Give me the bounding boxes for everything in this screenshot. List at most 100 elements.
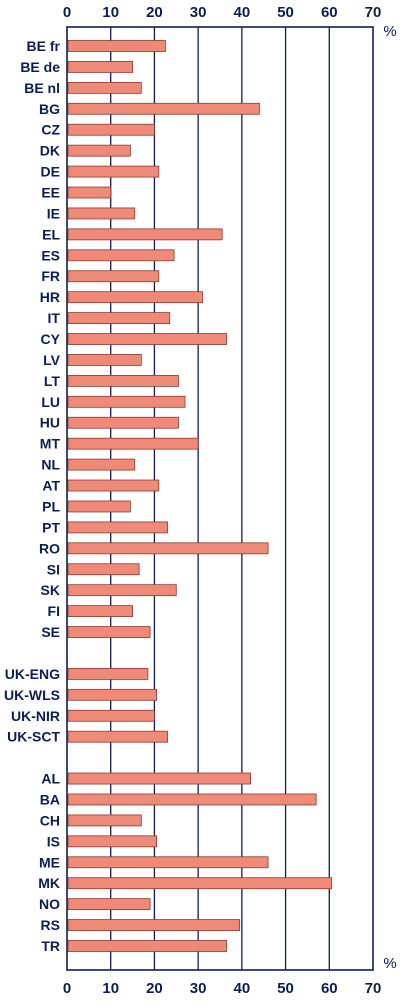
bar (67, 374, 179, 387)
bar (67, 898, 151, 911)
bar (67, 605, 133, 618)
x-tick-label-top: 10 (102, 4, 119, 21)
unit-label-bottom: % (383, 955, 396, 972)
bar (67, 814, 142, 827)
bar (67, 333, 227, 345)
category-label: SE (41, 624, 60, 640)
bar (67, 249, 175, 262)
x-tick-label-bottom: 0 (63, 980, 71, 997)
bar (67, 730, 168, 743)
category-label: BE nl (24, 80, 60, 96)
bar (67, 123, 155, 136)
bar (67, 102, 260, 115)
x-tick-label-bottom: 20 (146, 980, 163, 997)
category-label: UK-NIR (11, 708, 60, 724)
category-label: ME (39, 854, 60, 870)
category-label: SK (41, 582, 60, 598)
category-label: BE de (20, 59, 60, 75)
category-label: CH (40, 812, 60, 828)
bar (67, 772, 252, 785)
x-tick-label-top: 70 (365, 4, 382, 21)
category-label: AL (41, 771, 60, 787)
x-tick-label-bottom: 60 (321, 980, 338, 997)
category-label: NO (39, 896, 60, 912)
category-label: RS (41, 917, 60, 933)
category-label: NL (41, 457, 60, 473)
category-label: EE (41, 185, 60, 201)
bar (67, 270, 160, 283)
bar (67, 584, 177, 597)
category-label: DE (41, 164, 60, 180)
category-label: FI (48, 603, 60, 619)
x-tick-label-top: 0 (63, 4, 71, 21)
bar (67, 877, 332, 890)
x-tick-label-top: 40 (234, 4, 251, 21)
category-label: BA (40, 791, 60, 807)
x-tick-label-top: 20 (146, 4, 163, 21)
category-label: PT (42, 519, 60, 535)
category-label: MK (38, 875, 60, 891)
x-tick-label-top: 50 (277, 4, 294, 21)
bar (67, 500, 131, 513)
category-label: SI (47, 561, 60, 577)
bar (67, 479, 160, 492)
category-label: ES (41, 247, 60, 263)
category-label: UK-WLS (4, 687, 60, 703)
category-label: HR (40, 289, 60, 305)
category-label: RO (39, 540, 60, 556)
category-label: BG (39, 101, 60, 117)
bar (67, 688, 158, 701)
category-label: IE (47, 205, 60, 221)
bar (67, 312, 171, 324)
bar (67, 919, 241, 931)
bar (67, 61, 133, 73)
category-label: BE fr (27, 38, 61, 54)
category-label: PL (42, 498, 60, 514)
category-label: IS (47, 833, 60, 849)
bar (67, 835, 158, 848)
x-tick-label-bottom: 40 (234, 980, 251, 997)
x-tick-label-top: 30 (190, 4, 207, 21)
bar (67, 563, 140, 576)
x-tick-label-bottom: 30 (190, 980, 207, 997)
bar (67, 793, 317, 806)
category-label: UK-ENG (5, 666, 60, 682)
category-label: IT (48, 310, 61, 326)
category-label: LU (41, 394, 60, 410)
bar (67, 40, 166, 52)
category-label: EL (42, 226, 60, 242)
x-tick-label-bottom: 70 (365, 980, 382, 997)
bar (67, 395, 186, 408)
category-label: TR (41, 938, 60, 954)
bar (67, 354, 142, 366)
category-label: LT (44, 373, 61, 389)
bar (67, 626, 151, 638)
x-tick-label-bottom: 50 (277, 980, 294, 997)
bar (67, 542, 269, 555)
bar (67, 416, 179, 429)
bar (67, 228, 223, 241)
plot-frame (66, 26, 374, 971)
bar (67, 165, 160, 178)
category-label: FR (41, 268, 60, 284)
category-label: LV (43, 352, 61, 368)
x-tick-label-bottom: 10 (102, 980, 119, 997)
bar (67, 81, 142, 94)
unit-label-top: % (383, 23, 396, 40)
bar (67, 940, 227, 952)
bar (67, 437, 199, 450)
bar (67, 186, 112, 199)
bar (67, 144, 131, 157)
bar (67, 709, 155, 722)
category-label: MT (40, 436, 61, 452)
category-label: DK (40, 143, 60, 159)
bar (67, 207, 136, 220)
bar (67, 856, 269, 869)
bar (67, 291, 203, 304)
bar (67, 521, 168, 534)
category-label: AT (42, 478, 60, 494)
category-label: UK-SCT (7, 729, 60, 745)
bar (67, 458, 136, 471)
